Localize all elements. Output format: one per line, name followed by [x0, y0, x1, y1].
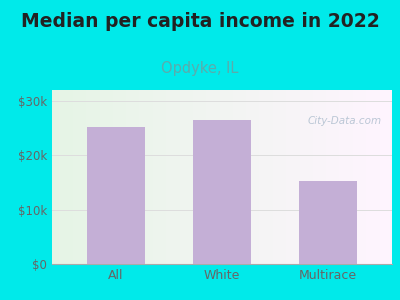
- Bar: [86, 127, 145, 264]
- Bar: [193, 120, 251, 264]
- Bar: [299, 181, 358, 264]
- Text: City-Data.com: City-Data.com: [308, 116, 382, 126]
- Text: Opdyke, IL: Opdyke, IL: [161, 61, 239, 76]
- Text: Median per capita income in 2022: Median per capita income in 2022: [21, 12, 379, 31]
